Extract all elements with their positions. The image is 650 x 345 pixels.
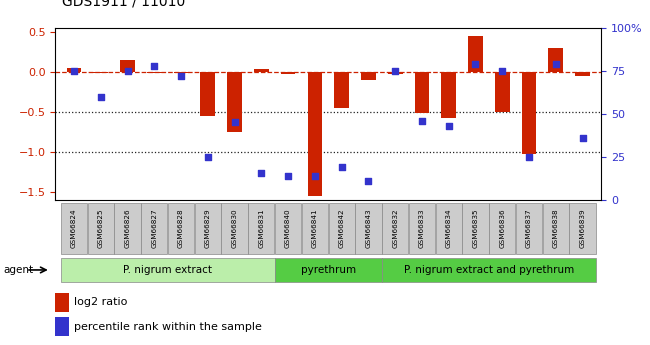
Point — [443, 123, 454, 129]
Point — [176, 73, 187, 79]
Text: GSM66836: GSM66836 — [499, 209, 505, 248]
Text: GSM66825: GSM66825 — [98, 209, 104, 248]
Bar — [441, 72, 456, 118]
Bar — [275, 203, 301, 254]
Bar — [120, 60, 135, 72]
Bar — [222, 203, 248, 254]
Bar — [549, 48, 563, 72]
Bar — [60, 258, 275, 282]
Point — [470, 61, 480, 67]
Bar — [302, 203, 328, 254]
Bar — [281, 72, 296, 74]
Text: GSM66824: GSM66824 — [71, 209, 77, 248]
Bar — [200, 72, 215, 116]
Point — [69, 68, 79, 73]
Point — [551, 61, 561, 67]
Text: GSM66830: GSM66830 — [231, 209, 237, 248]
Text: GSM66837: GSM66837 — [526, 209, 532, 248]
Bar — [254, 69, 268, 72]
Text: GDS1911 / 11010: GDS1911 / 11010 — [62, 0, 185, 9]
Bar — [67, 68, 81, 72]
Bar — [174, 72, 188, 73]
Bar — [388, 72, 402, 74]
Text: GSM66833: GSM66833 — [419, 209, 425, 248]
Bar — [489, 203, 515, 254]
Text: agent: agent — [3, 265, 33, 275]
Point — [524, 154, 534, 160]
Point — [417, 118, 427, 124]
Text: P. nigrum extract: P. nigrum extract — [123, 265, 212, 275]
Point — [96, 94, 106, 99]
Bar — [147, 72, 162, 73]
Point — [577, 135, 588, 141]
Bar — [195, 203, 221, 254]
Bar — [361, 72, 376, 80]
Text: GSM66832: GSM66832 — [392, 209, 398, 248]
Bar — [569, 203, 595, 254]
Text: GSM66834: GSM66834 — [446, 209, 452, 248]
Text: percentile rank within the sample: percentile rank within the sample — [74, 322, 262, 332]
Bar — [382, 258, 596, 282]
Text: GSM66842: GSM66842 — [339, 209, 345, 248]
Bar — [88, 203, 114, 254]
Bar — [94, 72, 108, 73]
Text: GSM66831: GSM66831 — [258, 209, 265, 248]
Bar — [168, 203, 194, 254]
Bar — [55, 317, 69, 336]
Bar — [415, 72, 429, 114]
Point — [497, 68, 508, 73]
Text: log2 ratio: log2 ratio — [74, 297, 128, 307]
Point — [283, 173, 293, 179]
Text: GSM66829: GSM66829 — [205, 209, 211, 248]
Bar — [334, 72, 349, 108]
Point — [256, 170, 266, 175]
Bar — [227, 72, 242, 132]
Bar — [275, 258, 382, 282]
Bar — [575, 72, 590, 76]
Text: pyrethrum: pyrethrum — [301, 265, 356, 275]
Bar — [543, 203, 569, 254]
Bar — [462, 203, 489, 254]
Text: GSM66835: GSM66835 — [473, 209, 478, 248]
Text: GSM66840: GSM66840 — [285, 209, 291, 248]
Point — [363, 178, 374, 184]
Text: GSM66839: GSM66839 — [580, 209, 586, 248]
Bar — [409, 203, 435, 254]
Text: GSM66828: GSM66828 — [178, 209, 184, 248]
Bar — [468, 36, 483, 72]
Point — [229, 120, 240, 125]
Bar — [55, 293, 69, 312]
Point — [149, 63, 159, 68]
Bar — [328, 203, 355, 254]
Bar — [141, 203, 168, 254]
Point — [203, 154, 213, 160]
Point — [309, 173, 320, 179]
Bar — [382, 203, 408, 254]
Bar — [495, 72, 510, 112]
Bar — [307, 72, 322, 196]
Point — [390, 68, 400, 73]
Bar — [356, 203, 382, 254]
Text: GSM66838: GSM66838 — [552, 209, 559, 248]
Text: GSM66827: GSM66827 — [151, 209, 157, 248]
Text: P. nigrum extract and pyrethrum: P. nigrum extract and pyrethrum — [404, 265, 574, 275]
Text: GSM66826: GSM66826 — [125, 209, 131, 248]
Point — [122, 68, 133, 73]
Bar — [248, 203, 274, 254]
Text: GSM66843: GSM66843 — [365, 209, 371, 248]
Point — [337, 165, 347, 170]
Bar — [522, 72, 536, 154]
Text: GSM66841: GSM66841 — [312, 209, 318, 248]
Bar — [436, 203, 461, 254]
Bar — [516, 203, 542, 254]
Bar — [114, 203, 140, 254]
Bar — [61, 203, 87, 254]
